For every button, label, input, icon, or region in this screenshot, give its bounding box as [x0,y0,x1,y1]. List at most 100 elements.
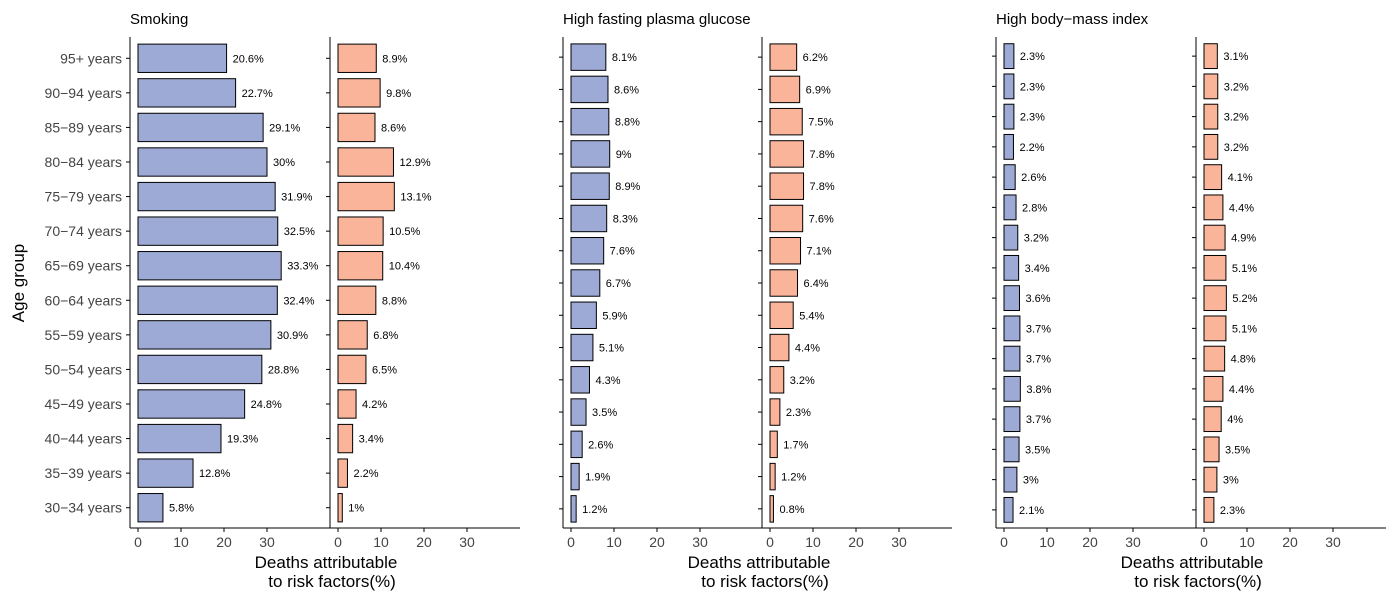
bar [1003,496,1014,523]
x-tick-label: 10 [1239,534,1255,550]
bar [337,216,384,246]
bar [137,285,278,315]
bar [1003,194,1017,221]
data-label: 3.7% [1026,323,1051,335]
y-axis-title: Age group [9,244,28,322]
bar [1003,133,1014,160]
bar [769,333,790,362]
bar [769,430,778,459]
data-label: 2.3% [1020,112,1045,124]
data-label: 3.2% [1024,233,1049,245]
y-tick-label: 70−74 years [45,223,122,239]
x-tick-label: 30 [259,534,275,550]
x-axis-title: Deaths attributable to risk factors(%) [255,553,398,591]
bar [769,269,799,297]
data-label: 3.7% [1026,414,1051,426]
panel-2: High fasting plasma glucose 0 10 20 30 8.1% 8.… [559,11,952,591]
y-tick-label: 30−34 years [45,500,122,516]
data-label: 13.1% [400,192,431,204]
data-label: 8.9% [382,53,407,65]
data-label: 22.7% [242,88,273,100]
data-label: 4.3% [595,375,620,387]
x-tick-label: 0 [1000,534,1008,550]
bar [769,204,804,233]
bar [769,366,785,394]
bar [570,75,609,104]
data-label: 7.6% [610,246,635,258]
bar [137,181,276,212]
bar [570,495,577,523]
data-label: 1.7% [783,439,808,451]
bar [570,140,611,168]
x-tick-label: 10 [373,534,389,550]
panel-title: Smoking [130,11,188,28]
data-label: 5.9% [602,310,627,322]
data-label: 7.6% [809,213,834,225]
data-label: 19.3% [227,434,258,446]
bar [1003,315,1021,342]
x-tick-label: 0 [334,534,342,550]
bar [337,354,367,385]
data-label: 8.6% [614,84,639,96]
bar [1203,496,1215,523]
data-label: 4.1% [1228,172,1253,184]
x-tick-label: 10 [805,534,821,550]
data-label: 4.4% [1229,384,1254,396]
data-label: 9% [616,149,632,161]
x-tick-label: 20 [416,534,432,550]
y-tick-label: 50−54 years [45,361,122,377]
data-label: 7.1% [807,246,832,258]
bar [769,237,802,265]
bar [1003,73,1015,100]
x-tick-label: 30 [692,534,708,550]
x-axis-title: Deaths attributable to risk factors(%) [1121,553,1264,591]
bar [137,43,228,73]
bar [570,172,610,200]
bar [1203,164,1223,191]
bar [1003,436,1020,463]
data-label: 30.9% [277,330,308,342]
panel-3: High body−mass index 0 10 20 30 2.3% 2.3% 2.3% 2… [992,11,1386,591]
bar [337,147,394,177]
bar [1003,406,1021,433]
bar [137,354,263,385]
data-label: 2.3% [1220,505,1245,517]
data-label: 3.2% [790,375,815,387]
bar [1203,466,1218,493]
x-tick-label: 0 [766,534,774,550]
bar [137,458,194,488]
y-tick-label: 45−49 years [45,396,122,412]
bar [337,251,384,281]
data-label: 3.1% [1223,51,1248,63]
data-label: 8.9% [615,181,640,193]
data-label: 6.5% [372,364,397,376]
x-tick-label: 20 [1282,534,1298,550]
bar [570,366,590,394]
bar [137,389,246,419]
bar [337,112,376,143]
bar [1203,73,1219,100]
bar [1003,466,1018,493]
bar [1203,133,1219,160]
bar [1203,285,1227,312]
bar [337,389,357,419]
data-label: 3.5% [592,407,617,419]
y-tick-label: 60−64 years [45,292,122,308]
bar [769,495,774,523]
bar [1003,43,1015,70]
data-label: 12.8% [199,468,230,480]
data-label: 5.8% [169,503,194,515]
bar [337,320,368,350]
data-label: 32.5% [284,226,315,238]
bar [1003,254,1020,281]
data-label: 3.5% [1225,444,1250,456]
panel-1: Smoking 95+ years 90−94 years 85−89 years 80… [45,11,520,591]
panel-title: High fasting plasma glucose [563,11,751,28]
data-label: 8.8% [615,117,640,129]
bar [337,423,354,454]
data-label: 4.4% [1229,202,1254,214]
bar [137,112,264,143]
data-label: 8.1% [612,52,637,64]
data-label: 1.2% [781,472,806,484]
bar [570,43,607,71]
